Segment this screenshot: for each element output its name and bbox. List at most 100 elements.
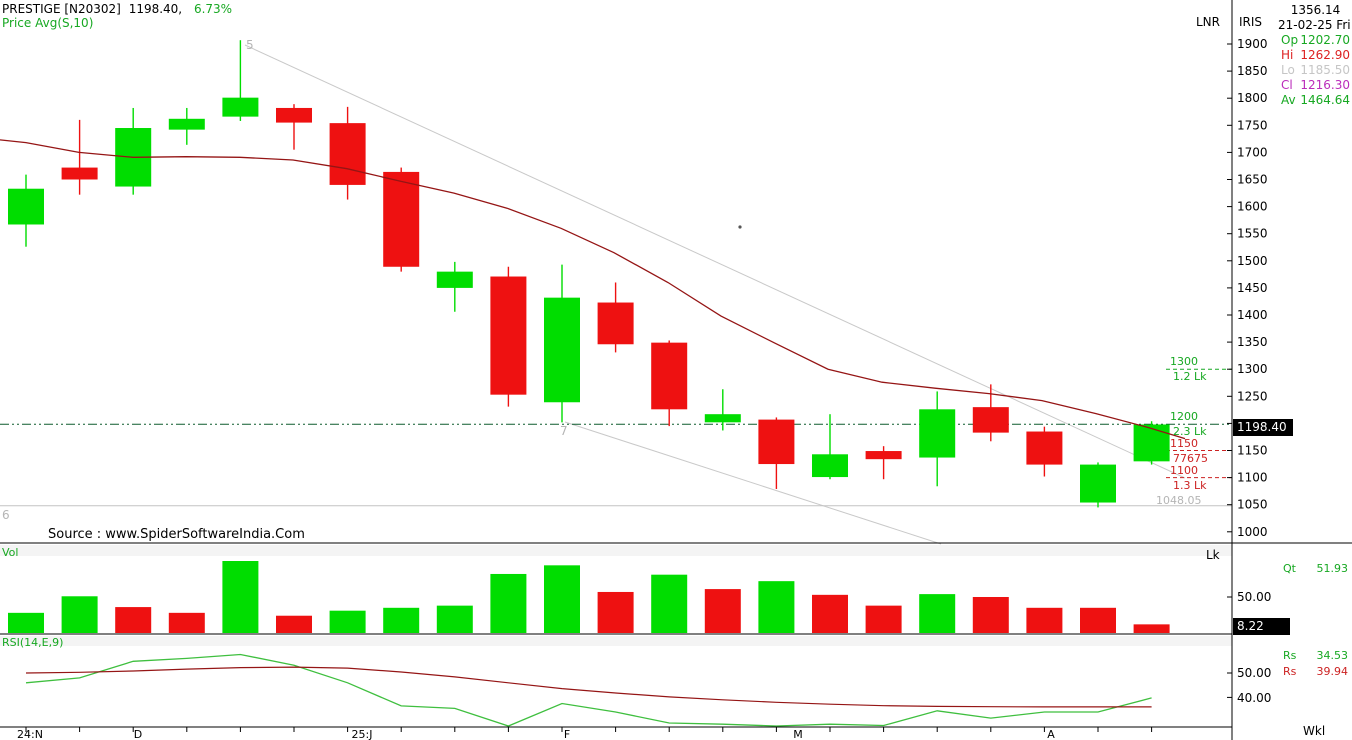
candle-body <box>1133 424 1170 462</box>
level-label-77675: 77675 <box>1173 451 1208 465</box>
volume-badge: 8.22 <box>1233 618 1290 635</box>
volume-bar <box>115 607 152 633</box>
header-line: PRESTIGE [N20302] 1198.40, 6.73% <box>2 2 232 16</box>
volume-bar <box>276 615 312 633</box>
moving-average-line <box>0 139 1186 440</box>
level-label-1150: 1150 <box>1170 436 1198 450</box>
candle-body <box>597 302 634 345</box>
quote-row-avg: Av 1464.64 <box>1281 93 1350 107</box>
price-tick-label: 1350 <box>1237 335 1268 349</box>
level-label-1048.05: 1048.05 <box>1156 493 1202 507</box>
candle-body <box>758 419 795 465</box>
price-tick-label: 1850 <box>1237 64 1268 78</box>
rsi-panel-strip <box>0 636 1232 646</box>
quote-row-high: Hi 1262.90 <box>1281 48 1350 62</box>
price-tick-label: 1800 <box>1237 91 1268 105</box>
rsi-readout: Rs 34.53 <box>1283 649 1348 662</box>
candle-body <box>972 407 1009 433</box>
price-tick-label: 1150 <box>1237 444 1268 458</box>
candle-body <box>919 409 956 458</box>
volume-bar <box>704 589 741 633</box>
price-tick-label: 1300 <box>1237 362 1268 376</box>
change-percent-label: 6.73% <box>193 2 233 16</box>
price-tick-label: 1450 <box>1237 281 1268 295</box>
volume-bar <box>972 597 1009 633</box>
wave-label-6: 6 <box>2 508 10 522</box>
candle-body <box>436 271 473 288</box>
level-label-1100: 1100 <box>1170 463 1198 477</box>
quote-row-low: Lo 1185.50 <box>1281 63 1350 77</box>
volume-bar <box>436 605 473 633</box>
candle-body <box>704 414 741 423</box>
candle-body <box>8 188 44 225</box>
wave-label-5: 5 <box>246 38 254 52</box>
last-price-badge: 1198.40 <box>1233 419 1293 436</box>
rsi-readout-value: 34.53 <box>1316 649 1349 662</box>
volume-bar <box>758 581 795 633</box>
quote-date: 21-02-25 Fri <box>1278 18 1351 32</box>
volume-bar <box>812 594 848 633</box>
candle-body <box>383 171 420 267</box>
volume-axis-tick-label: 50.00 <box>1237 590 1272 604</box>
candle-body <box>276 107 312 123</box>
volume-bar <box>651 574 688 633</box>
volume-bar <box>8 612 44 633</box>
symbol-label: PRESTIGE [N20302] <box>2 2 121 16</box>
close-label: Cl <box>1281 78 1293 92</box>
x-axis-label-D: D <box>134 728 142 740</box>
quantity-label: Qt <box>1283 562 1296 575</box>
rsi-readout-label: Rs <box>1283 649 1297 662</box>
volume-bar <box>597 591 634 633</box>
rsi-signal-label: Rs <box>1283 665 1297 678</box>
last-price-label: 1198.40, <box>128 2 183 16</box>
open-label: Op <box>1281 33 1299 47</box>
price-tick-label: 1550 <box>1237 227 1268 241</box>
reference-dot <box>738 225 742 229</box>
volume-unit-label: Lk <box>1206 548 1220 562</box>
x-axis-label-25:J: 25:J <box>352 728 373 740</box>
volume-bar <box>865 605 902 633</box>
candle-body <box>222 97 259 117</box>
volume-bar <box>544 565 580 633</box>
quote-row-open: Op 1202.70 <box>1281 33 1350 47</box>
price-tick-label: 1050 <box>1237 498 1268 512</box>
x-axis-label-M: M <box>793 728 803 740</box>
study-label: Price Avg(S,10) <box>2 16 94 30</box>
volume-bar <box>1080 607 1116 633</box>
x-axis-label-A: A <box>1047 728 1055 740</box>
rsi-signal-value: 39.94 <box>1316 665 1349 678</box>
rsi-signal-readout: Rs 39.94 <box>1283 665 1348 678</box>
quote-value: 1356.14 <box>1290 3 1341 17</box>
candle-body <box>329 123 366 185</box>
source-attribution: Source : www.SpiderSoftwareIndia.Com <box>48 527 305 542</box>
quantity-readout: Qt 51.93 <box>1283 562 1348 575</box>
trendline-2 <box>564 421 942 545</box>
price-tick-label: 1650 <box>1237 173 1268 187</box>
rsi-signal-line <box>25 666 1152 708</box>
x-axis-label-F: F <box>564 728 570 740</box>
price-tick-label: 1700 <box>1237 145 1268 159</box>
candle-body <box>812 454 848 478</box>
quote-row-close: Cl 1216.30 <box>1281 78 1350 92</box>
price-tick-label: 1900 <box>1237 37 1268 51</box>
price-tick-label: 1750 <box>1237 118 1268 132</box>
volume-bar <box>61 596 98 633</box>
volume-bar <box>1026 607 1063 633</box>
trendline-1 <box>244 44 1186 479</box>
candle-body <box>651 342 688 410</box>
price-tick-label: 1000 <box>1237 525 1268 539</box>
rsi-panel-label: RSI(14,E,9) <box>2 636 64 649</box>
rsi-axis-tick-40: 40.00 <box>1237 691 1272 705</box>
avg-label: Av <box>1281 93 1296 107</box>
x-axis-label-24:N: 24:N <box>17 728 43 740</box>
price-tick-label: 1400 <box>1237 308 1268 322</box>
price-tick-label: 1600 <box>1237 200 1268 214</box>
avg-value: 1464.64 <box>1300 93 1350 107</box>
level-label-1.3 Lk: 1.3 Lk <box>1173 478 1207 492</box>
wave-label-7: 7 <box>560 424 568 438</box>
timeframe-label[interactable]: Wkl <box>1303 724 1326 738</box>
rsi-axis-tick-50: 50.00 <box>1237 666 1272 680</box>
volume-bar <box>329 610 366 633</box>
